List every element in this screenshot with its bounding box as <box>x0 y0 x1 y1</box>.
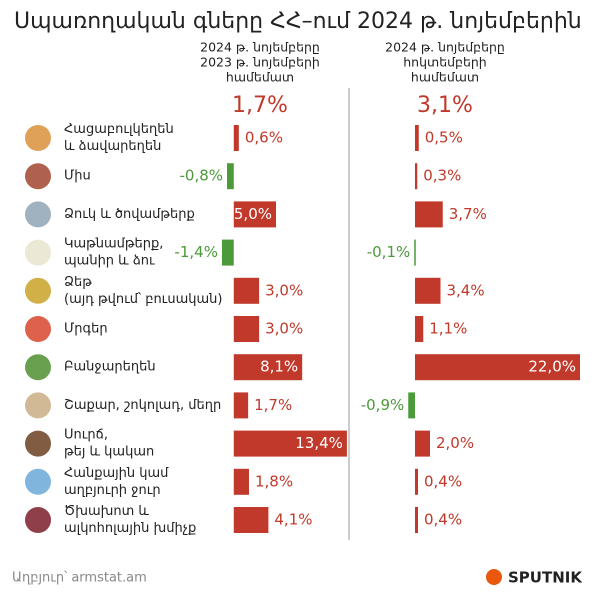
value-label: 1,8% <box>255 472 293 490</box>
category-icon <box>25 507 51 533</box>
bar <box>233 316 260 342</box>
bar <box>233 507 269 533</box>
value-label: -0,9% <box>361 396 405 414</box>
value-label: 22,0% <box>528 358 576 376</box>
panel-header: 2023 թ. նոյեմբերի <box>200 55 320 70</box>
value-label: 3,0% <box>265 320 303 338</box>
category-icon <box>25 316 51 342</box>
panel-header: համեմատ <box>226 70 294 85</box>
panel-total: 1,7% <box>232 93 288 118</box>
category-label: Մրգեր <box>64 322 108 337</box>
chart-title: Սպառողական գները ՀՀ–ում 2024 թ. նոյեմբեր… <box>14 9 582 34</box>
category-label: Հացաբուլկեղեն <box>64 122 174 137</box>
category-label: Շաքար, շոկոլադ, մեղր <box>64 398 221 413</box>
category-icon <box>25 239 51 266</box>
value-label: 0,6% <box>245 129 283 147</box>
bar <box>415 316 424 342</box>
panel-total: 3,1% <box>417 93 473 118</box>
bar <box>408 392 415 419</box>
value-label: 3,7% <box>449 205 487 223</box>
bar <box>415 277 441 304</box>
value-label: 2,0% <box>436 434 474 452</box>
category-icon <box>25 430 51 457</box>
category-label: Սուրճ, <box>64 428 108 443</box>
category-label: Հանքային կամ <box>64 466 169 481</box>
category-label: Միս <box>64 169 91 184</box>
value-label: 0,3% <box>423 167 461 185</box>
value-label: 8,1% <box>260 358 298 376</box>
value-label: -0,8% <box>179 167 223 185</box>
category-label: Ձեթ <box>64 275 92 290</box>
value-label: 1,1% <box>429 320 467 338</box>
value-label: 13,4% <box>295 434 343 452</box>
category-label: Ձուկ և ծովամթերք <box>64 207 195 222</box>
bar <box>233 354 303 381</box>
bar <box>221 239 234 266</box>
category-icon <box>25 354 51 381</box>
category-icon <box>25 392 51 419</box>
logo-text: SPUTNIK <box>508 569 583 587</box>
bar <box>227 163 234 190</box>
bar <box>233 125 239 151</box>
bar <box>233 430 347 457</box>
value-label: 5,0% <box>234 205 272 223</box>
category-label: ալկոհոլային խմիչք <box>64 521 196 536</box>
bar <box>415 507 418 533</box>
value-label: 1,7% <box>254 396 292 414</box>
value-label: 3,0% <box>265 281 303 299</box>
category-label: (այդ թվում՝ բուսական) <box>64 292 222 307</box>
category-label: և ձավարեղեն <box>64 139 161 154</box>
bar <box>233 201 276 228</box>
value-label: 0,4% <box>424 511 462 529</box>
bar <box>415 163 418 190</box>
bar <box>415 354 580 381</box>
category-label: թեյ և կակաո <box>64 445 154 460</box>
category-icon <box>25 277 51 304</box>
bar <box>414 239 416 266</box>
category-icon <box>25 201 51 228</box>
category-icon <box>25 125 51 151</box>
bar <box>233 468 249 495</box>
value-label: -0,1% <box>367 243 411 261</box>
panel-header: 2024 թ. նոյեմբերը <box>385 40 505 55</box>
value-label: 0,4% <box>424 472 462 490</box>
bar <box>233 392 249 419</box>
panel-header: 2024 թ. նոյեմբերը <box>200 40 320 55</box>
category-label: աղբյուրի ջուր <box>64 483 161 498</box>
bar <box>415 125 419 151</box>
category-label: Բանջարեղեն <box>64 360 156 375</box>
category-icon <box>25 163 51 190</box>
logo-icon <box>486 569 502 585</box>
category-icon <box>25 468 51 495</box>
category-label: Ծխախոտ և <box>64 504 149 519</box>
bar <box>415 430 430 457</box>
bar <box>233 277 260 304</box>
bar <box>415 468 418 495</box>
panel-header: համեմատ <box>411 70 479 85</box>
category-label: պանիր և ձու <box>64 254 155 269</box>
panel-header: հոկտեմբերի <box>403 55 486 70</box>
value-label: 4,1% <box>274 511 312 529</box>
logo: SPUTNIK <box>486 569 583 587</box>
bar <box>415 201 443 228</box>
category-label: Կաթնամթերք, <box>64 237 163 252</box>
value-label: 3,4% <box>447 281 485 299</box>
value-label: -1,4% <box>174 243 218 261</box>
value-label: 0,5% <box>425 129 463 147</box>
source: Աղբյուր՝ armstat.am <box>12 571 147 586</box>
